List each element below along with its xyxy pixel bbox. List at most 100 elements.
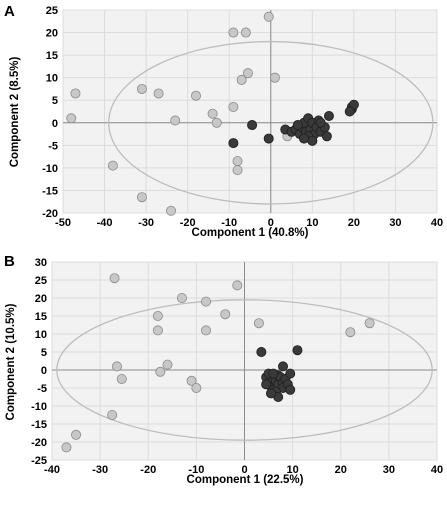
panel-label-a: A: [4, 3, 15, 20]
y-tick-label: 15: [46, 50, 58, 62]
light-data-point: [136, 83, 147, 94]
x-axis-title-b: Component 1 (22.5%): [187, 474, 304, 486]
dark-data-point: [247, 120, 258, 131]
light-data-point: [232, 280, 243, 291]
y-tick-label: -15: [31, 419, 47, 431]
y-tick-label: 30: [35, 257, 47, 269]
light-data-point: [364, 318, 375, 329]
light-data-point: [186, 375, 197, 386]
x-tick-label: -30: [138, 217, 154, 229]
light-data-point: [242, 68, 253, 79]
light-data-point: [107, 160, 118, 171]
light-data-point: [61, 442, 72, 453]
x-tick-label: 10: [287, 464, 299, 476]
x-tick-label: -40: [97, 217, 113, 229]
dark-data-point: [315, 117, 326, 128]
y-tick-label: 0: [52, 118, 58, 130]
y-axis-title-b: Component 2 (10.5%): [5, 303, 17, 420]
y-tick-label: 25: [46, 5, 58, 17]
light-data-point: [200, 296, 211, 307]
x-tick-label: 40: [431, 464, 443, 476]
y-tick-label: -20: [42, 208, 58, 220]
dark-data-point: [292, 345, 303, 356]
light-data-point: [263, 11, 274, 22]
confidence-ellipse-b: [56, 299, 433, 441]
light-data-point: [190, 90, 201, 101]
x-tick-label: -30: [92, 464, 108, 476]
light-data-point: [240, 27, 251, 38]
x-tick-label: 0: [268, 217, 274, 229]
x-tick-label: 10: [306, 217, 318, 229]
dark-data-point: [265, 388, 276, 399]
y-tick-label: 10: [35, 329, 47, 341]
y-tick-label: -25: [31, 455, 47, 467]
light-data-point: [152, 325, 163, 336]
light-data-point: [116, 373, 127, 384]
dark-data-point: [256, 346, 267, 357]
y-tick-label: -15: [42, 185, 58, 197]
x-tick-labels-b: -40 -30 -20 -10 0 10 20 30 40: [44, 464, 443, 476]
y-tick-label: 20: [35, 293, 47, 305]
x-tick-label: -40: [44, 464, 60, 476]
dark-data-point: [261, 379, 272, 390]
dark-data-point: [277, 361, 288, 372]
dark-data-point: [263, 133, 274, 144]
y-tick-label: 15: [35, 311, 47, 323]
light-data-point: [345, 327, 356, 338]
light-data-point: [236, 74, 247, 85]
dark-data-point: [323, 111, 334, 122]
light-data-point: [71, 429, 82, 440]
x-tick-label: 30: [383, 464, 395, 476]
confidence-ellipse-a: [108, 40, 434, 205]
light-data-point: [70, 88, 81, 99]
dark-data-point: [321, 131, 332, 142]
x-tick-label: 20: [335, 464, 347, 476]
y-tick-label: 10: [46, 73, 58, 85]
light-data-point: [153, 88, 164, 99]
y-tick-labels-a: -20 -15 -10 -5 0 5 10 15 20 25: [42, 5, 58, 220]
light-data-point: [253, 318, 264, 329]
x-tick-label: -20: [140, 464, 156, 476]
y-tick-labels-b: -25 -20 -15 -10 -5 0 5 10 15 20 25 30: [31, 257, 47, 467]
light-data-point: [228, 27, 239, 38]
light-data-point: [220, 309, 231, 320]
light-data-point: [155, 366, 166, 377]
y-tick-label: 5: [52, 95, 58, 107]
points-a: [66, 11, 359, 216]
panel-b: B -40 -30 -20 -10 0 10 20 30 40 -25 -20 -15 -10 -5 0 5…: [4, 253, 443, 486]
light-data-point: [107, 409, 118, 420]
light-data-point: [200, 325, 211, 336]
x-tick-label: -10: [188, 464, 204, 476]
dark-data-point: [268, 368, 279, 379]
light-data-point: [232, 156, 243, 167]
y-tick-label: 5: [41, 347, 47, 359]
dark-data-point: [307, 135, 318, 146]
x-tick-label: -50: [55, 217, 71, 229]
light-data-point: [211, 117, 222, 128]
dark-data-point: [285, 384, 296, 395]
light-data-point: [109, 273, 120, 284]
x-tick-label: 0: [241, 464, 247, 476]
x-tick-label: 20: [348, 217, 360, 229]
y-tick-label: 25: [35, 275, 47, 287]
y-tick-label: -5: [37, 383, 47, 395]
x-tick-label: 40: [431, 217, 443, 229]
light-data-point: [228, 101, 239, 112]
light-data-point: [162, 359, 173, 370]
light-data-point: [66, 113, 77, 124]
x-tick-label: -20: [180, 217, 196, 229]
x-axis-title-a: Component 1 (40.8%): [192, 227, 309, 239]
light-data-point: [152, 310, 163, 321]
dark-data-point: [228, 138, 239, 149]
y-tick-label: 20: [46, 28, 58, 40]
y-axis-title-a: Component 2 (8.5%): [9, 57, 21, 168]
y-tick-label: -10: [42, 163, 58, 175]
dark-data-point: [292, 120, 303, 131]
light-data-point: [207, 108, 218, 119]
dark-data-point: [285, 368, 296, 379]
y-tick-label: -20: [31, 437, 47, 449]
x-tick-label: 30: [389, 217, 401, 229]
y-tick-label: -5: [48, 140, 58, 152]
light-data-point: [176, 292, 187, 303]
dark-data-point: [299, 133, 310, 144]
